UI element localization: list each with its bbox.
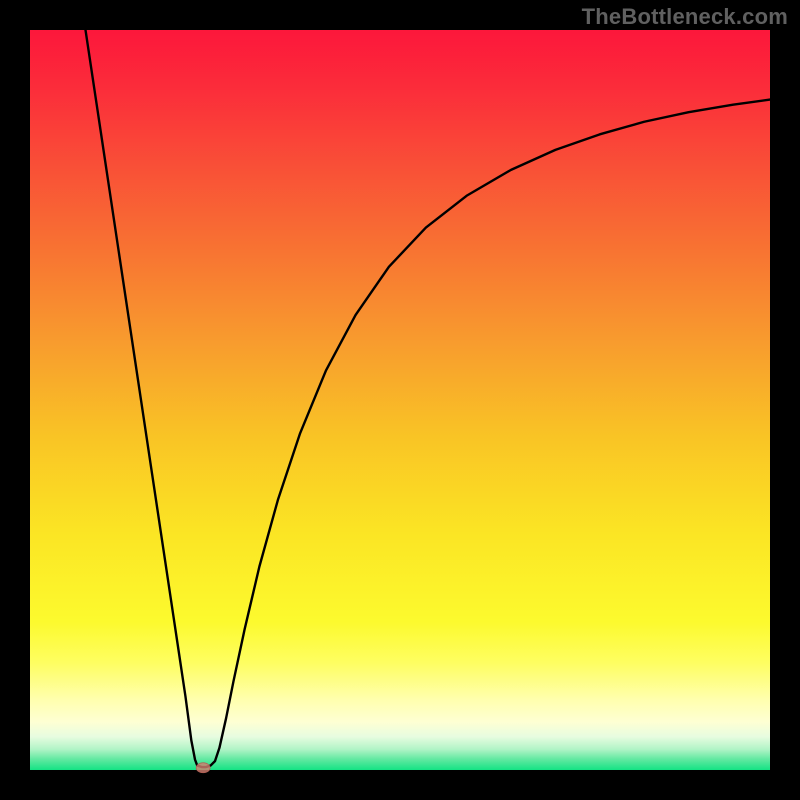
chart-container: TheBottleneck.com [0,0,800,800]
watermark-text: TheBottleneck.com [582,4,788,30]
optimal-point-marker [196,763,210,773]
bottleneck-chart [0,0,800,800]
